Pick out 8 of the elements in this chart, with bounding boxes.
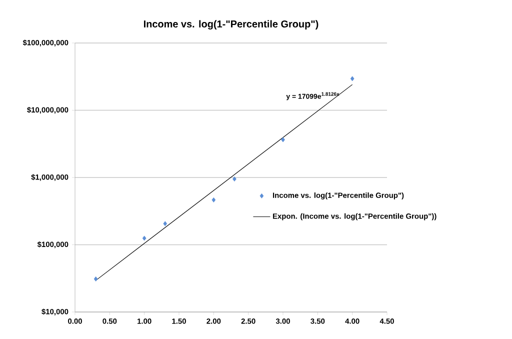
point <box>94 276 98 282</box>
point <box>350 76 354 82</box>
chart-title: Income vs. log(1-"Percentile Group") <box>144 20 318 30</box>
point <box>232 176 236 182</box>
point <box>142 236 146 241</box>
point <box>281 137 285 142</box>
point <box>212 197 216 202</box>
point <box>163 221 168 226</box>
